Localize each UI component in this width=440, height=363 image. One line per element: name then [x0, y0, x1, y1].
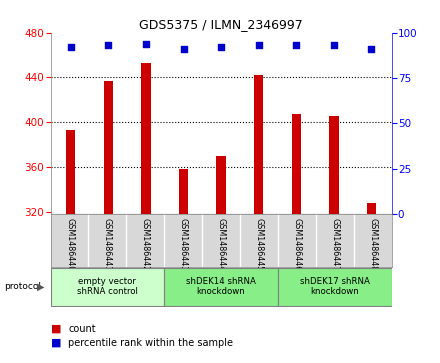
Point: [143, 41, 150, 46]
Text: GSM1486440: GSM1486440: [65, 219, 74, 272]
Bar: [329, 115, 338, 214]
Point: [180, 46, 187, 52]
Bar: [66, 130, 76, 214]
Text: count: count: [68, 323, 96, 334]
Point: [368, 46, 375, 52]
Text: GSM1486441: GSM1486441: [103, 219, 112, 272]
Text: ▶: ▶: [37, 282, 44, 292]
Text: percentile rank within the sample: percentile rank within the sample: [68, 338, 233, 348]
Point: [293, 42, 300, 48]
Text: GSM1486444: GSM1486444: [216, 219, 226, 272]
Text: shDEK17 shRNA
knockdown: shDEK17 shRNA knockdown: [300, 277, 370, 297]
Point: [218, 44, 225, 50]
Bar: [278, 268, 392, 306]
Text: GSM1486446: GSM1486446: [292, 219, 301, 272]
Text: GSM1486447: GSM1486447: [330, 219, 339, 272]
Bar: [104, 81, 113, 214]
Text: GSM1486443: GSM1486443: [179, 219, 188, 272]
Bar: [179, 170, 188, 214]
Point: [67, 44, 74, 50]
Point: [255, 42, 262, 48]
Text: shDEK14 shRNA
knockdown: shDEK14 shRNA knockdown: [186, 277, 256, 297]
Bar: [367, 203, 376, 214]
Text: ■: ■: [51, 338, 61, 348]
Title: GDS5375 / ILMN_2346997: GDS5375 / ILMN_2346997: [139, 19, 303, 32]
Bar: [164, 268, 278, 306]
Point: [105, 42, 112, 48]
Bar: [254, 75, 264, 214]
Text: GSM1486448: GSM1486448: [368, 219, 377, 272]
Text: protocol: protocol: [4, 282, 41, 291]
Bar: [51, 268, 164, 306]
Bar: [216, 156, 226, 214]
Point: [330, 42, 337, 48]
Text: GSM1486445: GSM1486445: [254, 219, 264, 272]
Text: GSM1486442: GSM1486442: [141, 219, 150, 272]
Bar: [292, 114, 301, 214]
Text: empty vector
shRNA control: empty vector shRNA control: [77, 277, 138, 297]
Text: ■: ■: [51, 323, 61, 334]
Bar: [141, 63, 150, 214]
